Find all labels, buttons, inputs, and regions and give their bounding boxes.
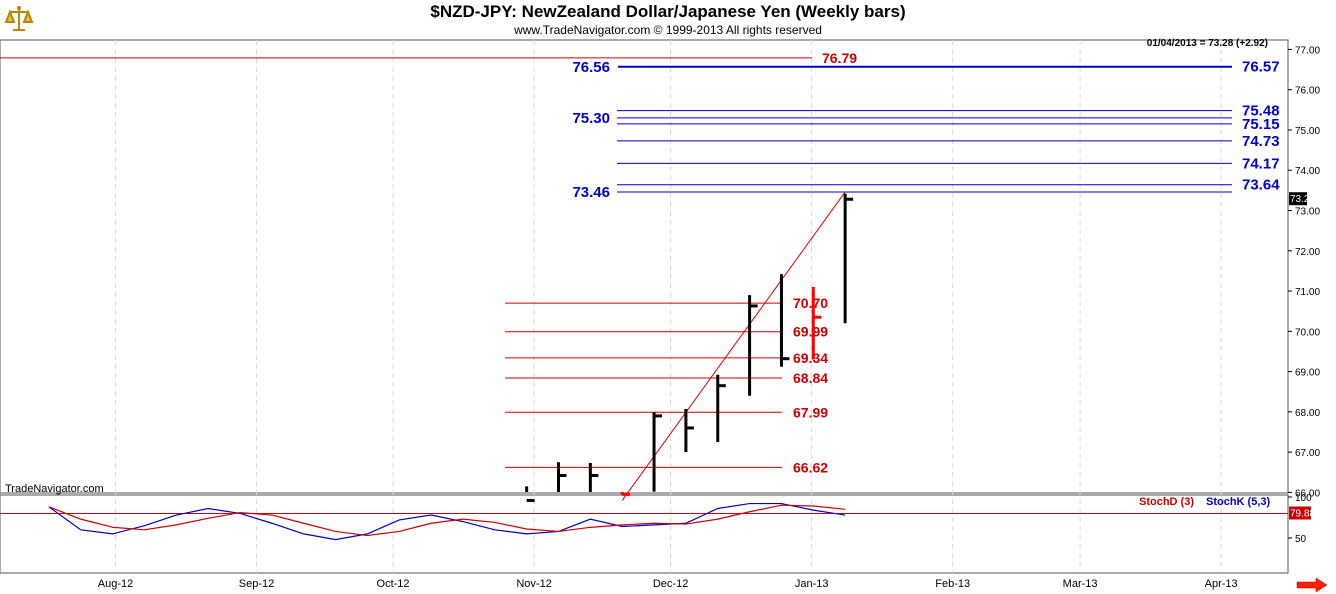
support-label: 69.34 bbox=[793, 350, 828, 366]
y-tick-label: 76.00 bbox=[1295, 86, 1320, 97]
scroll-right-arrow-icon[interactable] bbox=[1296, 578, 1328, 592]
y-tick-label: 74.00 bbox=[1295, 166, 1320, 177]
support-label: 69.99 bbox=[793, 324, 828, 340]
y-tick-label: 71.00 bbox=[1295, 287, 1320, 298]
support-label: 67.99 bbox=[793, 404, 828, 420]
resistance-label: 76.56 bbox=[572, 59, 610, 76]
stochastic-series-line bbox=[48, 504, 846, 537]
legend-stochk: StochK (5,3) bbox=[1206, 496, 1271, 508]
y-tick-label: 70.00 bbox=[1295, 327, 1320, 338]
y-tick-label: 66.00 bbox=[1295, 488, 1320, 499]
y-tick-label: 73.00 bbox=[1295, 207, 1320, 218]
resistance-label: 76.57 bbox=[1242, 59, 1280, 76]
x-tick-label: Feb-13 bbox=[935, 578, 970, 590]
x-tick-label: Dec-12 bbox=[653, 578, 688, 590]
resistance-label: 73.46 bbox=[572, 184, 610, 201]
resistance-label: 75.30 bbox=[572, 110, 610, 127]
resistance-label: 75.48 bbox=[1242, 103, 1280, 120]
price-panel-frame bbox=[0, 39, 1289, 494]
y-tick-label: 67.00 bbox=[1295, 448, 1320, 459]
stoch-y-tick-label: 100 bbox=[1295, 493, 1312, 504]
resistance-label: 74.17 bbox=[1242, 155, 1280, 172]
x-tick-label: Aug-12 bbox=[98, 578, 133, 590]
y-tick-label: 68.00 bbox=[1295, 408, 1320, 419]
support-label: 66.62 bbox=[793, 459, 828, 475]
stochastic-panel-frame bbox=[0, 494, 1289, 574]
resistance-label: 73.64 bbox=[1242, 177, 1280, 194]
y-tick-label: 77.00 bbox=[1295, 45, 1320, 56]
trade-navigator-logo-icon[interactable] bbox=[4, 4, 34, 34]
trendline bbox=[621, 191, 846, 501]
stochastic-series-line bbox=[48, 502, 846, 541]
last-price-label: 73.28 bbox=[1290, 194, 1315, 205]
last-price-badge bbox=[1289, 192, 1307, 206]
stoch-y-tick-label: 50 bbox=[1295, 534, 1307, 545]
resistance-label: 75.15 bbox=[1242, 116, 1280, 133]
resistance-label: 74.73 bbox=[1242, 133, 1280, 150]
x-tick-label: Jan-13 bbox=[795, 578, 829, 590]
x-tick-label: Nov-12 bbox=[516, 578, 551, 590]
support-label: 68.84 bbox=[793, 370, 828, 386]
legend-stochd: StochD (3) bbox=[1139, 496, 1194, 508]
support-label: 76.79 bbox=[822, 50, 857, 66]
y-tick-label: 69.00 bbox=[1295, 368, 1320, 379]
support-label: 70.70 bbox=[793, 295, 828, 311]
watermark-text: TradeNavigator.com bbox=[5, 483, 104, 495]
x-tick-label: Mar-13 bbox=[1063, 578, 1098, 590]
stoch-last-value-label: 79.88 bbox=[1290, 508, 1315, 519]
last-quote: 01/04/2013 = 73.28 (+2.92) bbox=[1147, 38, 1268, 49]
y-tick-label: 75.00 bbox=[1295, 126, 1320, 137]
chart-title: $NZD-JPY: NewZealand Dollar/Japanese Yen… bbox=[430, 2, 906, 21]
copyright-notice: www.TradeNavigator.com © 1999-2013 All r… bbox=[514, 23, 822, 37]
x-tick-label: Oct-12 bbox=[377, 578, 410, 590]
x-tick-label: Sep-12 bbox=[239, 578, 274, 590]
y-tick-label: 72.00 bbox=[1295, 247, 1320, 258]
stoch-last-value-badge bbox=[1289, 506, 1311, 520]
x-tick-label: Apr-13 bbox=[1205, 578, 1238, 590]
